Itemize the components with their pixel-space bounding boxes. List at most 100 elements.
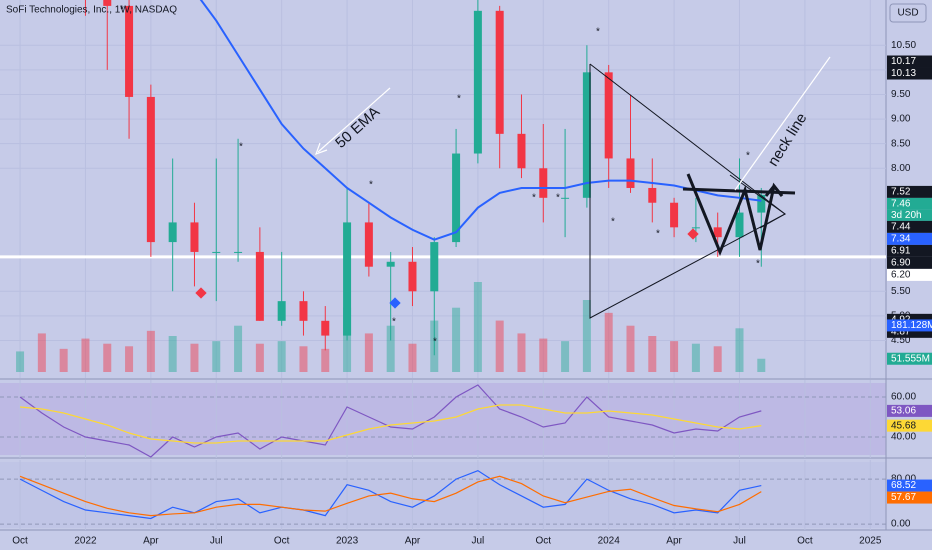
axis-label: 10.13 xyxy=(891,68,916,79)
axis-label-box xyxy=(887,232,932,245)
volume-bar xyxy=(37,333,46,372)
volume-bar xyxy=(473,282,482,372)
y-tick-label: 0.00 xyxy=(891,519,911,530)
stoch-pane xyxy=(0,460,886,530)
candle-body xyxy=(539,168,548,198)
marker: * xyxy=(611,217,615,228)
y-tick-label: 9.00 xyxy=(891,114,911,125)
volume-bar xyxy=(495,320,504,372)
axis-label-box xyxy=(887,404,932,417)
axis-label-box xyxy=(887,220,932,233)
y-tick-label: 9.50 xyxy=(891,89,911,100)
rsi-pane xyxy=(0,380,886,458)
diamond xyxy=(195,287,207,299)
volume-bar xyxy=(539,338,548,372)
candle-body xyxy=(604,72,613,159)
y-tick-label: 8.50 xyxy=(891,138,911,149)
x-tick-label: Oct xyxy=(536,536,552,547)
axis-label: 51.555M xyxy=(891,353,930,364)
indicator-line xyxy=(19,470,762,520)
candle-body xyxy=(626,158,635,188)
x-tick-label: Apr xyxy=(405,536,421,547)
axis-label: 4.87 xyxy=(891,326,911,337)
candle-body xyxy=(757,194,766,213)
candle-body xyxy=(190,222,199,252)
x-tick-label: Jul xyxy=(471,536,484,547)
y-tick-label: 60.00 xyxy=(891,392,916,403)
marker: * xyxy=(596,27,600,38)
marker: * xyxy=(120,5,124,16)
candle-body xyxy=(103,0,112,6)
ema-line xyxy=(199,0,762,241)
volume-bar xyxy=(277,341,286,372)
x-tick-label: Oct xyxy=(797,536,813,547)
y-tick-label: 8.00 xyxy=(891,163,911,174)
candle-body xyxy=(408,261,417,292)
candle-body xyxy=(517,133,526,169)
marker: * xyxy=(532,193,536,204)
volume-bar xyxy=(299,346,308,372)
candle-body xyxy=(582,72,591,198)
price-axis: 10.5010.009.509.008.508.005.505.004.5060… xyxy=(887,40,932,530)
candle-body xyxy=(495,10,504,134)
x-tick-label: Apr xyxy=(666,536,682,547)
chart-title: SoFi Technologies, Inc., 1W, NASDAQ xyxy=(6,5,177,16)
candle-body xyxy=(299,301,308,321)
volume-bar xyxy=(561,341,570,372)
volume-bar xyxy=(408,343,417,372)
volume-bar xyxy=(713,346,722,372)
volume-bar xyxy=(59,348,68,372)
volume-bar xyxy=(582,300,591,372)
volume-bar xyxy=(670,341,679,372)
candle-body xyxy=(386,261,395,267)
candle-body xyxy=(452,153,461,243)
y-tick-label: 10.50 xyxy=(891,40,916,51)
ema-arrow-head xyxy=(314,142,328,156)
x-tick-label: Oct xyxy=(274,536,290,547)
indicator-line xyxy=(19,475,762,517)
axis-label: 6.91 xyxy=(891,246,911,257)
candle-body xyxy=(473,10,482,154)
candle-body xyxy=(125,5,134,97)
axis-label: 6.90 xyxy=(891,258,911,269)
candle-body xyxy=(146,96,155,243)
indicator-line xyxy=(19,384,762,458)
x-tick-label: Jul xyxy=(210,536,223,547)
candle-body xyxy=(735,212,744,238)
volume-bar xyxy=(648,336,657,372)
volume-bar xyxy=(212,341,221,372)
marker: * xyxy=(556,193,560,204)
axis-label: 7.44 xyxy=(891,222,911,233)
currency[interactable]: USD xyxy=(897,8,918,19)
axis-label-box xyxy=(887,352,932,365)
axis-label-box xyxy=(887,319,932,332)
y-tick-label: 80.00 xyxy=(891,474,916,485)
axis-label: 7.52 xyxy=(891,187,911,198)
axis-label: 57.67 xyxy=(891,492,916,503)
volume-bar xyxy=(452,307,461,372)
axis-label-box xyxy=(887,185,932,198)
x-tick-label: 2022 xyxy=(74,536,97,547)
marker: * xyxy=(433,337,437,348)
volume-bar xyxy=(517,333,526,372)
currency-button[interactable] xyxy=(889,3,927,23)
axis-label-box xyxy=(887,244,932,257)
candle-body xyxy=(212,251,221,253)
marker: * xyxy=(746,151,750,162)
candle-body xyxy=(648,187,657,203)
axis-label: 6.20 xyxy=(891,270,911,281)
small-triangle xyxy=(729,174,786,229)
volume-bar xyxy=(81,338,90,372)
candle-body xyxy=(561,197,570,199)
neck-line xyxy=(682,187,796,195)
candle-body xyxy=(364,222,373,267)
volume-bar xyxy=(757,358,766,372)
y-tick-label: 40.00 xyxy=(891,432,916,443)
red-markers: * * * * * * xyxy=(120,5,750,191)
volume-bar xyxy=(16,351,25,372)
arrow-head xyxy=(764,183,784,197)
axis-label-box xyxy=(887,491,932,504)
axis-label-box xyxy=(887,209,932,221)
axis-label: 7.46 xyxy=(891,199,911,210)
x-tick-label: 2023 xyxy=(336,536,359,547)
